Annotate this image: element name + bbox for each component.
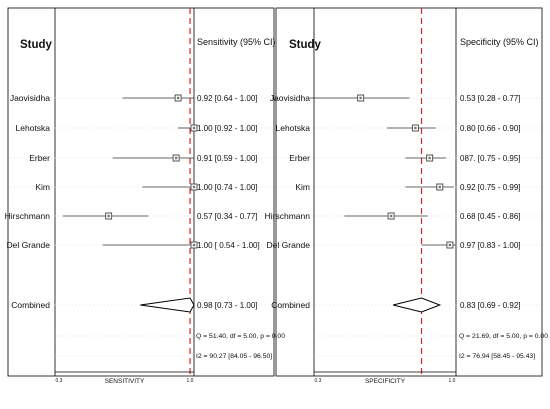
ci-value-label: 0.91 [0.59 - 1.00] — [197, 154, 258, 163]
heterogeneity-stat: Q = 51.40, df = 5.00, p = 0.00 — [196, 333, 285, 340]
ci-value-label: 1.00 [0.92 - 1.00] — [197, 124, 258, 133]
study-label: Erber — [289, 153, 310, 163]
ci-value-label: 0.53 [0.28 - 0.77] — [460, 94, 521, 103]
study-label: Jaovisidha — [10, 93, 50, 103]
ci-value-label: 0.80 [0.66 - 0.90] — [460, 124, 521, 133]
forest-panel-2: Study Specificity (95% CI) Jaovisidha 0.53 … — [265, 7, 548, 385]
point-estimate-dot — [192, 243, 196, 247]
study-label: Del Grande — [267, 240, 311, 250]
ci-value-label: 0.92 [0.75 - 0.99] — [460, 183, 521, 192]
point-estimate-dot — [192, 185, 196, 189]
study-label: Kim — [35, 182, 50, 192]
ci-column-header: Sensitivity (95% CI) — [197, 37, 276, 47]
point-estimate-dot — [428, 156, 431, 160]
x-axis-title: SPECIFICITY — [365, 378, 406, 385]
combined-ci-label: 0.83 [0.69 - 0.92] — [460, 301, 521, 310]
combined-label: Combined — [11, 300, 50, 310]
ci-value-label: 0.92 [0.64 - 1.00] — [197, 94, 258, 103]
panel-frame — [275, 7, 543, 377]
panel-frame — [7, 7, 275, 377]
ci-value-label: 0.68 [0.45 - 0.86] — [460, 212, 521, 221]
point-estimate-dot — [176, 96, 180, 100]
ci-value-label: 0.57 [0.34 - 0.77] — [197, 212, 258, 221]
point-estimate-dot — [389, 214, 393, 218]
forest-panel-1: Study Sensitivity (95% CI) Jaovisidha 0.92 … — [5, 7, 285, 385]
study-label: Del Grande — [7, 240, 51, 250]
study-label: Hirschmann — [5, 211, 51, 221]
combined-diamond — [140, 297, 195, 313]
point-estimate-dot — [438, 185, 441, 189]
x-tick-label-min: 0.3 — [315, 378, 322, 384]
heterogeneity-stat: Q = 21.69, df = 5.00, p = 0.00 — [459, 333, 548, 340]
study-label: Jaovisidha — [270, 93, 310, 103]
point-estimate-dot — [448, 243, 452, 247]
study-column-header: Study — [289, 39, 322, 51]
point-estimate-dot — [359, 96, 362, 100]
ci-value-label: 1.00 [ 0.54 - 1.00] — [197, 241, 260, 250]
study-label: Kim — [295, 182, 310, 192]
x-axis-title: SENSITIVITY — [105, 378, 145, 385]
combined-diamond — [392, 297, 442, 313]
ci-column-header: Specificity (95% CI) — [460, 37, 539, 47]
x-tick-label-max: 1.0 — [187, 378, 194, 384]
ci-value-label: 1.00 [0.74 - 1.00] — [197, 183, 258, 192]
ci-value-label: 0.97 [0.83 - 1.00] — [460, 241, 521, 250]
study-label: Lehotska — [16, 123, 51, 133]
combined-label: Combined — [271, 300, 310, 310]
heterogeneity-stat: I2 = 76.94 [58.45 - 95.43] — [459, 353, 535, 360]
heterogeneity-stat: I2 = 90.27 [84.05 - 96.50] — [196, 353, 272, 360]
study-column-header: Study — [20, 39, 53, 51]
study-label: Hirschmann — [265, 211, 311, 221]
x-tick-label-max: 1.0 — [449, 378, 456, 384]
point-estimate-dot — [192, 126, 196, 130]
combined-ci-label: 0.98 [0.73 - 1.00] — [197, 301, 258, 310]
point-estimate-dot — [174, 156, 178, 160]
x-tick-label-min: 0.3 — [56, 378, 63, 384]
point-estimate-dot — [107, 214, 110, 218]
study-label: Erber — [29, 153, 50, 163]
ci-value-label: 087. [0.75 - 0.95] — [460, 154, 521, 163]
study-label: Lehotska — [276, 123, 311, 133]
point-estimate-dot — [414, 126, 417, 130]
